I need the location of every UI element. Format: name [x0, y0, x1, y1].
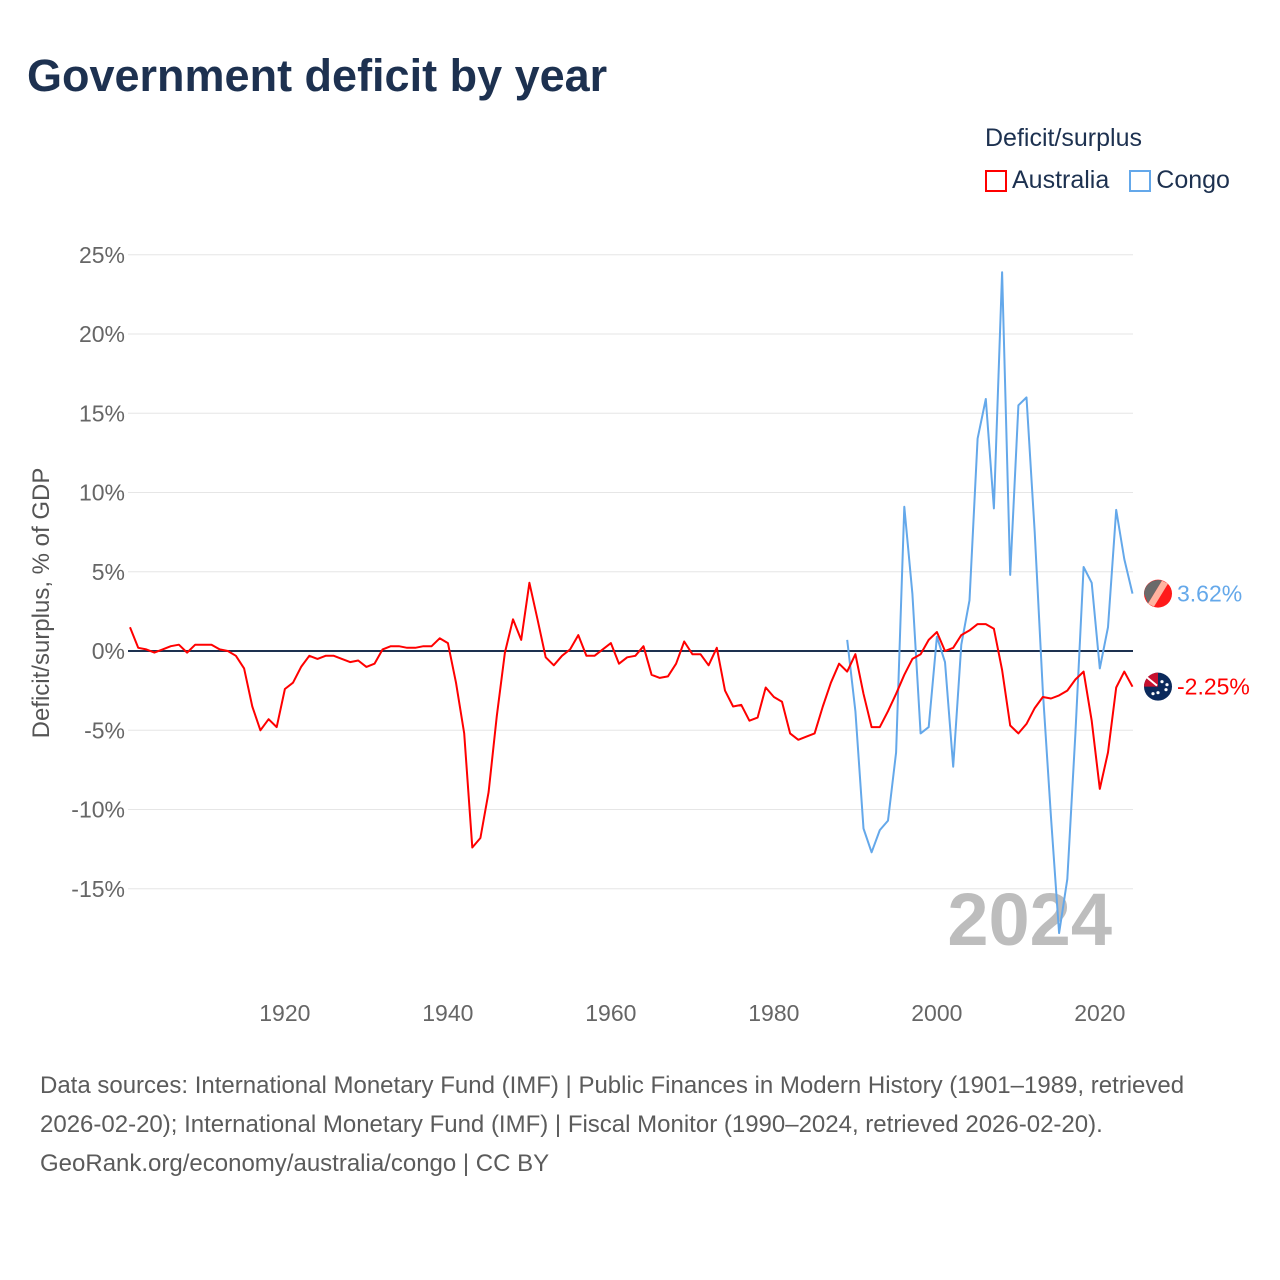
- y-tick-label: 5%: [92, 559, 125, 585]
- x-tick-label: 2020: [1074, 1000, 1125, 1026]
- chart-area: 25% 20% 15% 10% 5% 0% -5% -10% -15% 1920 1940 1960 1…: [71, 242, 1250, 1026]
- legend-title: Deficit/surplus: [985, 124, 1142, 152]
- legend-item-australia[interactable]: Australia: [985, 166, 1109, 195]
- y-tick-label: 0%: [92, 638, 125, 664]
- y-tick-label: 15%: [79, 400, 125, 426]
- y-tick-label: -10%: [71, 797, 125, 823]
- flag-icon-congo: [1144, 579, 1172, 608]
- credit-link[interactable]: GeoRank.org/economy/australia/congo | CC…: [40, 1150, 550, 1177]
- series-line-australia[interactable]: [129, 581, 1134, 849]
- legend-label-congo: Congo: [1156, 166, 1230, 194]
- legend-swatch-congo: [1129, 169, 1152, 192]
- legend-swatch-australia: [985, 169, 1007, 192]
- data-sources: Data sources: International Monetary Fun…: [40, 1072, 1185, 1138]
- x-tick-label: 1920: [259, 1000, 310, 1026]
- footer: Data sources: International Monetary Fun…: [40, 1066, 1250, 1183]
- y-tick-label: 10%: [79, 480, 125, 506]
- x-tick-label: 1940: [422, 1000, 473, 1026]
- x-tick-label: 1960: [585, 1000, 636, 1026]
- end-label-congo: 3.62%: [1177, 581, 1242, 607]
- legend: Australia Congo: [985, 166, 1230, 195]
- x-tick-label: 1980: [748, 1000, 799, 1026]
- y-tick-label: 25%: [79, 242, 125, 268]
- legend-item-congo[interactable]: Congo: [1129, 166, 1230, 195]
- y-tick-label: -15%: [71, 876, 125, 902]
- series-line-congo[interactable]: [846, 271, 1134, 935]
- end-label-australia: -2.25%: [1177, 674, 1250, 700]
- x-tick-label: 2000: [911, 1000, 962, 1026]
- flag-icon-australia: [1144, 672, 1172, 701]
- y-tick-label: -5%: [84, 717, 125, 743]
- year-watermark: 2024: [947, 878, 1112, 961]
- y-tick-label: 20%: [79, 321, 125, 347]
- legend-label-australia: Australia: [1012, 166, 1110, 194]
- chart-title: Government deficit by year: [27, 50, 608, 101]
